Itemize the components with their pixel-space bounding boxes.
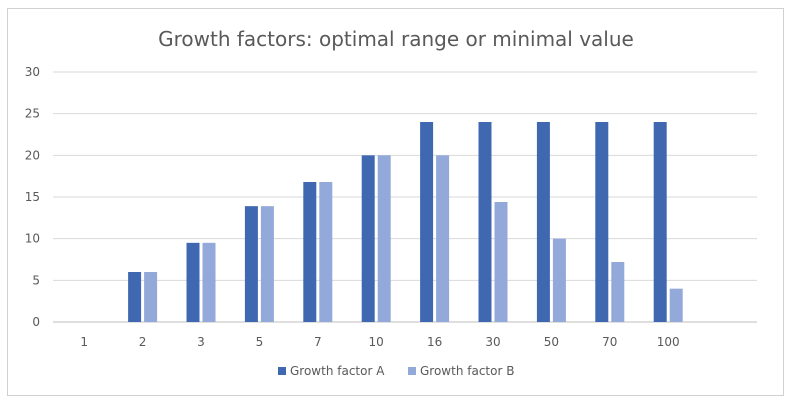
bar-series-b-10 <box>377 155 391 322</box>
bar-series-a-2 <box>128 272 142 322</box>
y-tick-label: 15 <box>25 190 40 204</box>
bar-series-a-5 <box>244 206 258 322</box>
x-tick-label: 16 <box>427 335 442 349</box>
legend-label-b: Growth factor B <box>420 364 514 378</box>
bar-series-a-50 <box>536 122 550 322</box>
y-tick-label: 25 <box>25 107 40 121</box>
x-tick-label: 5 <box>256 335 264 349</box>
bars <box>128 122 683 322</box>
x-tick-label: 50 <box>544 335 559 349</box>
bar-series-a-30 <box>478 122 492 322</box>
chart-title: Growth factors: optimal range or minimal… <box>158 27 634 51</box>
bar-series-a-16 <box>420 122 434 322</box>
bar-series-a-70 <box>595 122 609 322</box>
x-tick-label: 10 <box>369 335 384 349</box>
x-tick-label: 1 <box>80 335 88 349</box>
x-tick-label: 100 <box>657 335 680 349</box>
bar-series-b-30 <box>494 202 508 322</box>
bar-series-b-70 <box>611 262 625 322</box>
bar-series-b-3 <box>202 242 216 322</box>
x-tick-label: 30 <box>485 335 500 349</box>
bar-series-b-16 <box>436 155 450 322</box>
bar-series-b-5 <box>260 206 274 322</box>
bar-series-a-7 <box>303 182 317 322</box>
bar-series-a-3 <box>186 242 200 322</box>
bar-series-b-100 <box>669 288 683 322</box>
x-tick-label: 70 <box>602 335 617 349</box>
legend-swatch-a <box>278 367 286 375</box>
y-tick-label: 5 <box>32 273 40 287</box>
bar-series-a-10 <box>361 155 375 322</box>
legend: Growth factor A Growth factor B <box>278 364 514 378</box>
x-tick-label: 7 <box>314 335 322 349</box>
y-tick-label: 30 <box>25 65 40 79</box>
y-axis-tick-labels: 0 5 10 15 20 25 30 <box>25 65 40 329</box>
y-tick-label: 20 <box>25 148 40 162</box>
y-tick-label: 10 <box>25 232 40 246</box>
legend-swatch-b <box>408 367 416 375</box>
y-tick-label: 0 <box>32 315 40 329</box>
x-tick-label: 3 <box>197 335 205 349</box>
bar-series-a-100 <box>653 122 667 322</box>
bar-series-b-7 <box>319 182 333 322</box>
legend-label-a: Growth factor A <box>290 364 385 378</box>
x-axis-tick-labels: 1 2 3 5 7 10 16 30 50 70 100 <box>80 335 679 349</box>
bar-series-b-50 <box>552 238 566 322</box>
gridlines <box>53 71 757 323</box>
x-tick-label: 2 <box>139 335 147 349</box>
bar-series-b-2 <box>144 272 158 322</box>
